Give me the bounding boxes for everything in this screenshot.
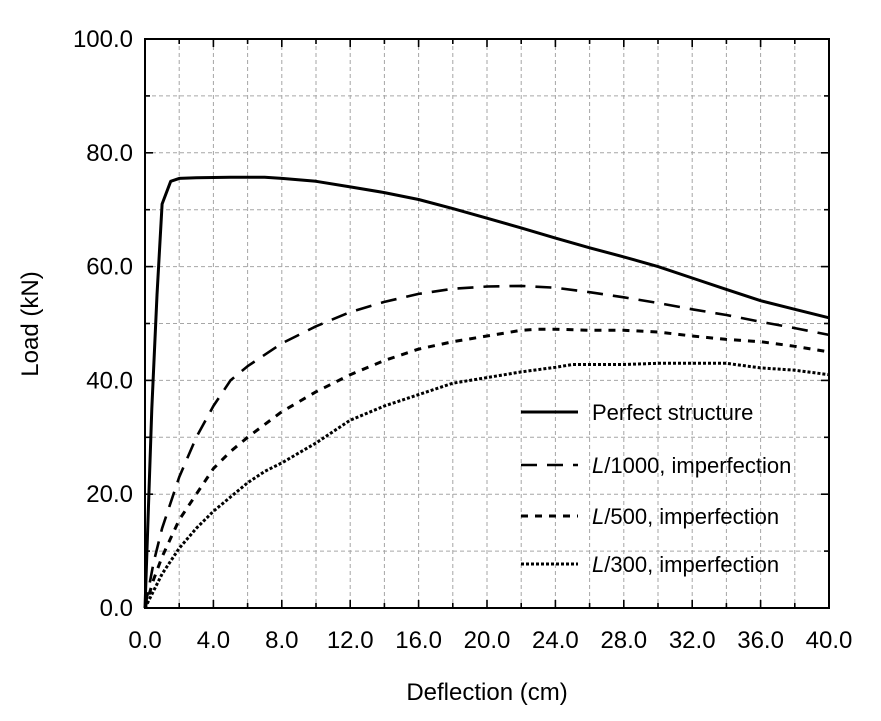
legend-label-2: L/1000, imperfection <box>592 453 791 478</box>
y-tick-label: 60.0 <box>86 254 133 281</box>
y-tick-label: 40.0 <box>86 367 133 394</box>
x-axis-title: Deflection (cm) <box>406 679 567 706</box>
x-tick-label: 0.0 <box>128 627 161 654</box>
x-tick-labels: 0.0 4.0 8.0 12.0 16.0 20.0 24.0 28.0 32.0 36.0 40.… <box>128 627 852 654</box>
y-tick-label: 0.0 <box>100 595 133 622</box>
series-layer <box>143 175 830 609</box>
y-tick-labels: 0.0 20.0 40.0 60.0 80.0 100.0 <box>73 26 133 622</box>
x-tick-label: 4.0 <box>197 627 230 654</box>
x-tick-label: 40.0 <box>806 627 853 654</box>
series-line-4 <box>143 361 830 609</box>
y-axis-title: Load (kN) <box>17 271 44 376</box>
legend: Perfect structure L/1000, imperfection L/5… <box>521 400 791 577</box>
legend-label-4: L/300, imperfection <box>592 552 779 577</box>
series-line-3 <box>143 327 830 609</box>
x-tick-label: 20.0 <box>464 627 511 654</box>
y-tick-label: 80.0 <box>86 140 133 167</box>
x-tick-label: 32.0 <box>669 627 716 654</box>
series-line-2 <box>143 284 830 609</box>
series-line-1 <box>143 175 830 609</box>
y-tick-label: 20.0 <box>86 481 133 508</box>
x-tick-label: 12.0 <box>327 627 374 654</box>
grid <box>145 39 829 608</box>
y-tick-label: 100.0 <box>73 26 133 53</box>
x-tick-label: 36.0 <box>737 627 784 654</box>
x-tick-label: 28.0 <box>600 627 647 654</box>
axis-ticks <box>144 38 830 609</box>
x-tick-label: 8.0 <box>265 627 298 654</box>
legend-label-1: Perfect structure <box>592 400 753 425</box>
x-tick-label: 24.0 <box>532 627 579 654</box>
x-tick-label: 16.0 <box>395 627 442 654</box>
legend-label-3: L/500, imperfection <box>592 504 779 529</box>
